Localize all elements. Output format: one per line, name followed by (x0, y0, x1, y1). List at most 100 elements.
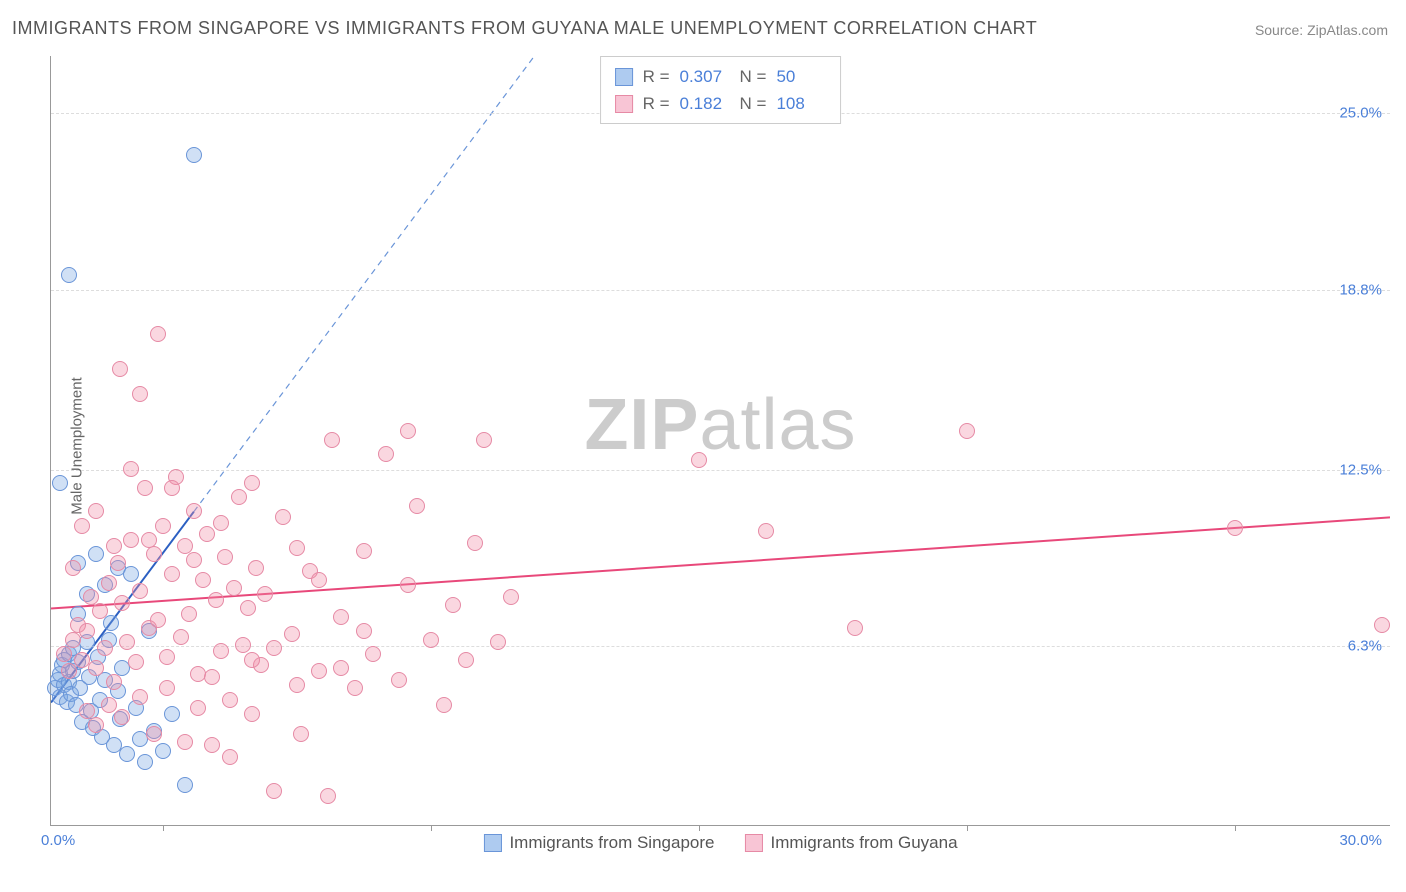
data-point (114, 595, 130, 611)
data-point (378, 446, 394, 462)
data-point (235, 637, 251, 653)
gridline (51, 470, 1390, 471)
data-point (275, 509, 291, 525)
data-point (137, 754, 153, 770)
data-point (244, 706, 260, 722)
data-point (204, 669, 220, 685)
data-point (88, 546, 104, 562)
data-point (177, 538, 193, 554)
data-point (347, 680, 363, 696)
data-point (173, 629, 189, 645)
stat-n-value: 108 (776, 90, 826, 117)
data-point (119, 634, 135, 650)
stat-r-value: 0.182 (680, 90, 730, 117)
data-point (186, 147, 202, 163)
data-point (691, 452, 707, 468)
data-point (284, 626, 300, 642)
data-point (365, 646, 381, 662)
data-point (186, 503, 202, 519)
data-point (1374, 617, 1390, 633)
watermark-light: atlas (699, 385, 856, 465)
data-point (106, 674, 122, 690)
data-point (333, 609, 349, 625)
data-point (146, 726, 162, 742)
data-point (400, 577, 416, 593)
data-point (758, 523, 774, 539)
data-point (123, 461, 139, 477)
data-point (311, 572, 327, 588)
data-point (324, 432, 340, 448)
x-axis-max-label: 30.0% (1339, 832, 1382, 849)
data-point (476, 432, 492, 448)
y-tick-label: 18.8% (1339, 281, 1382, 298)
data-point (164, 566, 180, 582)
chart-title: IMMIGRANTS FROM SINGAPORE VS IMMIGRANTS … (12, 18, 1037, 39)
data-point (199, 526, 215, 542)
data-point (400, 423, 416, 439)
data-point (847, 620, 863, 636)
data-point (164, 480, 180, 496)
data-point (490, 634, 506, 650)
data-point (467, 535, 483, 551)
x-tick (967, 825, 968, 831)
data-point (164, 706, 180, 722)
data-point (959, 423, 975, 439)
data-point (137, 480, 153, 496)
data-point (181, 606, 197, 622)
data-point (79, 623, 95, 639)
x-tick (431, 825, 432, 831)
data-point (101, 697, 117, 713)
data-point (141, 532, 157, 548)
data-point (159, 680, 175, 696)
data-point (503, 589, 519, 605)
y-tick-label: 12.5% (1339, 461, 1382, 478)
data-point (195, 572, 211, 588)
data-point (423, 632, 439, 648)
watermark-bold: ZIP (584, 385, 699, 465)
data-point (114, 709, 130, 725)
legend-item: Immigrants from Singapore (483, 833, 714, 853)
data-point (356, 623, 372, 639)
data-point (61, 267, 77, 283)
legend-swatch (615, 95, 633, 113)
gridline (51, 646, 1390, 647)
chart-container: IMMIGRANTS FROM SINGAPORE VS IMMIGRANTS … (0, 0, 1406, 892)
legend-swatch (744, 834, 762, 852)
data-point (248, 560, 264, 576)
x-tick (699, 825, 700, 831)
data-point (213, 515, 229, 531)
data-point (97, 640, 113, 656)
legend-stat-row: R =0.182N =108 (615, 90, 827, 117)
data-point (222, 692, 238, 708)
data-point (110, 555, 126, 571)
data-point (311, 663, 327, 679)
data-point (88, 503, 104, 519)
data-point (240, 600, 256, 616)
stat-r-label: R = (643, 90, 670, 117)
data-point (103, 615, 119, 631)
legend-label: Immigrants from Singapore (509, 833, 714, 853)
x-tick (1235, 825, 1236, 831)
data-point (132, 583, 148, 599)
data-point (409, 498, 425, 514)
data-point (88, 717, 104, 733)
stat-n-value: 50 (776, 63, 826, 90)
data-point (146, 546, 162, 562)
stat-r-value: 0.307 (680, 63, 730, 90)
data-point (213, 643, 229, 659)
data-point (333, 660, 349, 676)
legend-swatch (615, 68, 633, 86)
data-point (150, 326, 166, 342)
data-point (293, 726, 309, 742)
data-point (132, 689, 148, 705)
data-point (204, 737, 220, 753)
legend-swatch (483, 834, 501, 852)
data-point (244, 475, 260, 491)
legend-stat-row: R =0.307N =50 (615, 63, 827, 90)
gridline (51, 290, 1390, 291)
legend-stats-box: R =0.307N =50R =0.182N =108 (600, 56, 842, 124)
data-point (150, 612, 166, 628)
source-attribution: Source: ZipAtlas.com (1255, 22, 1388, 38)
data-point (266, 640, 282, 656)
data-point (222, 749, 238, 765)
